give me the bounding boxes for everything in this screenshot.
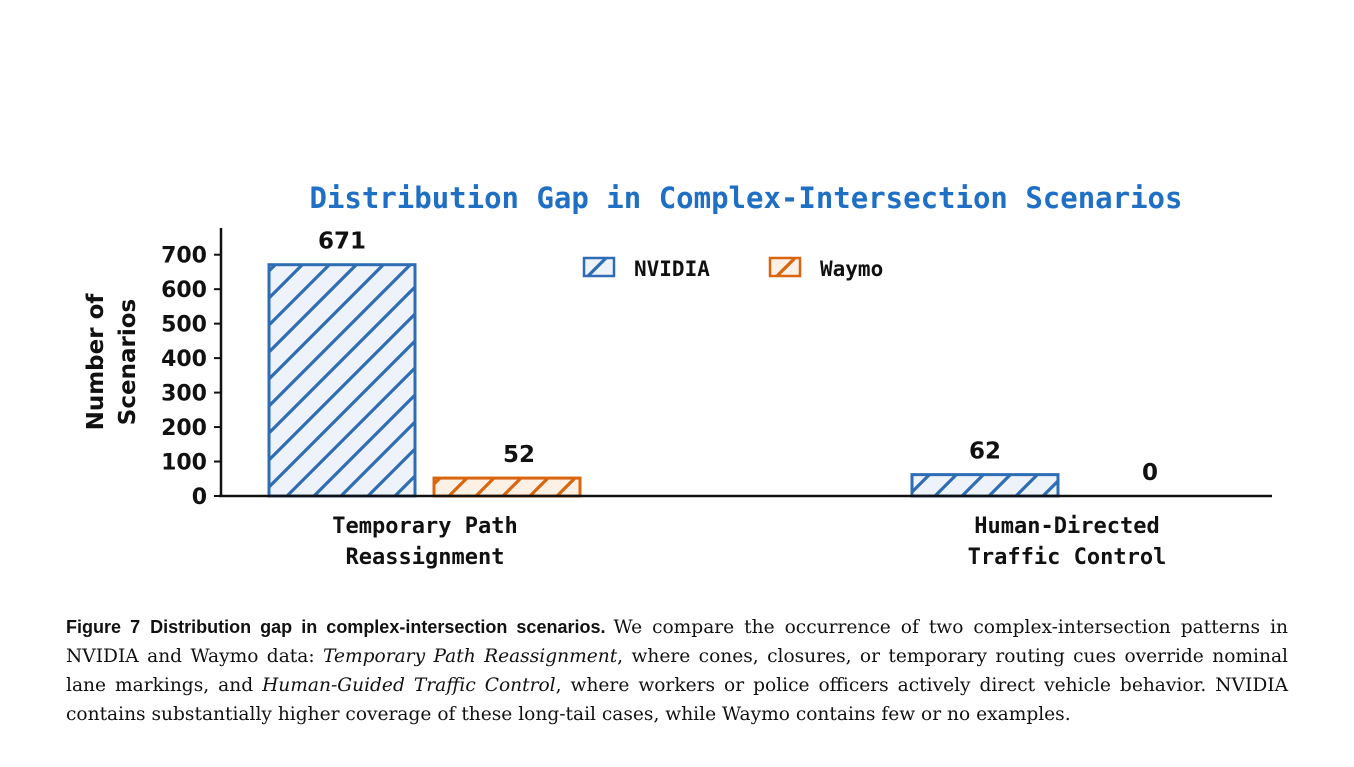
caption-italic-term: Temporary Path Reassignment [323,646,618,667]
bar-chart: Distribution Gap in Complex-Intersection… [83,181,1272,570]
y-tick-label: 100 [161,451,207,476]
x-tick-label: Temporary Path [332,514,517,539]
y-axis-ticks: 0 100 200 300 400 500 600 700 [161,244,221,510]
y-tick-label: 700 [161,244,207,269]
data-labels-group: 671 62 52 0 [318,229,1158,486]
y-axis-label-line-2: Scenarios [115,299,141,425]
chart-title: Distribution Gap in Complex-Intersection… [310,181,1183,215]
y-tick-label: 0 [192,485,207,510]
figure-label: Figure 7 [66,617,141,637]
y-tick-label: 200 [161,416,207,441]
legend-swatch-waymo [768,256,802,278]
legend-label-nvidia: NVIDIA [634,257,710,281]
bar-nvidia-0 [267,263,417,498]
y-axis-label: Number of Scenarios [83,293,141,431]
data-label: 671 [318,229,366,255]
y-tick-label: 600 [161,278,207,303]
legend: NVIDIA Waymo [582,256,883,281]
data-label: 52 [503,442,535,468]
caption-heading: Distribution gap in complex-intersection… [150,617,606,637]
data-label: 0 [1142,460,1158,486]
bar-nvidia-1 [910,473,1060,498]
bars-group [267,263,1060,498]
x-tick-label: Traffic Control [968,545,1167,570]
y-tick-label: 300 [161,382,207,407]
y-tick-label: 400 [161,347,207,372]
y-axis-label-line-1: Number of [83,293,109,431]
x-tick-label: Human-Directed [974,514,1159,539]
legend-swatch-nvidia [582,256,616,278]
caption-text: , where workers or police officers activ… [66,675,1288,725]
caption-text: We compare the occurrence of two complex… [66,617,1288,667]
x-tick-label: Reassignment [346,545,505,570]
legend-label-waymo: Waymo [820,257,883,281]
bar-waymo-0 [432,476,582,498]
data-label: 62 [969,439,1001,465]
caption-italic-term: Human-Guided Traffic Control [262,675,556,696]
caption-text: , where cones, closures, or temporary ro… [66,646,1288,696]
figure-caption: Figure 7 Distribution gap in complex-inte… [66,613,1288,729]
y-tick-label: 500 [161,313,207,338]
x-axis-categories: Temporary Path Reassignment Human-Direct… [332,514,1166,570]
